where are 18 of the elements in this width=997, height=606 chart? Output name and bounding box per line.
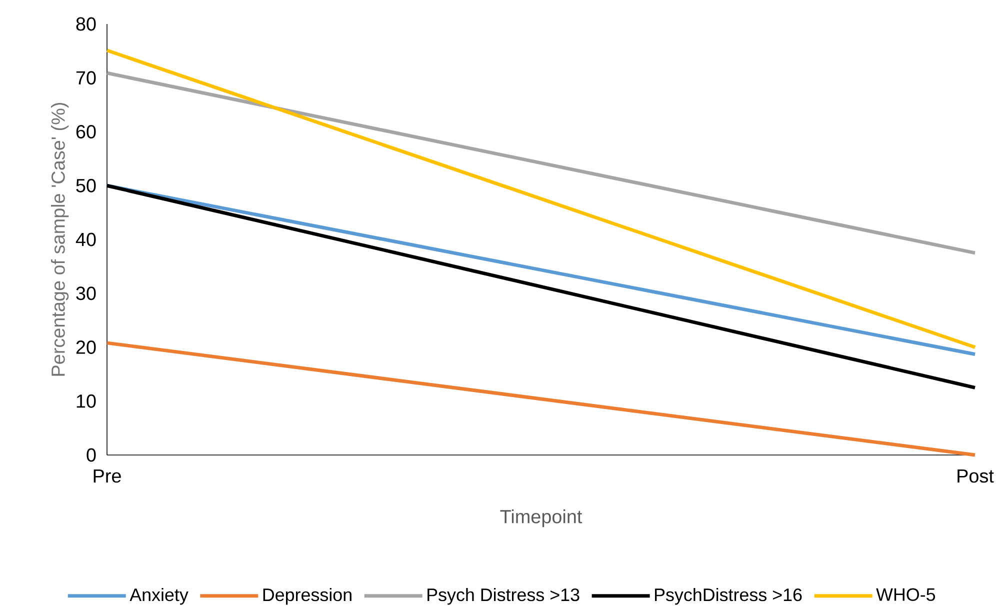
- legend-label: Depression: [263, 588, 352, 605]
- legend-label: Anxiety: [130, 588, 188, 605]
- legend-label: WHO-5: [876, 588, 936, 601]
- y-axis-title: Percentage of sample 'Case' (%): [50, 102, 69, 376]
- y-tick-label: 50: [76, 178, 96, 192]
- x-axis-title: Timepoint: [500, 509, 582, 528]
- x-tick-label: Post: [958, 469, 994, 483]
- legend-label: Psych Distress >13: [428, 588, 580, 605]
- y-tick-label: 70: [76, 71, 96, 85]
- y-tick-label: 30: [76, 286, 96, 300]
- y-tick-label: 20: [76, 340, 96, 354]
- legend-label: PsychDistress >16: [655, 588, 802, 605]
- y-tick-label: 40: [76, 232, 96, 246]
- y-tick-label: 80: [76, 17, 96, 31]
- x-tick-label: Pre: [94, 469, 121, 483]
- y-tick-label: 10: [76, 394, 96, 408]
- y-tick-label: 60: [76, 125, 96, 138]
- y-tick-label: 0: [86, 448, 96, 462]
